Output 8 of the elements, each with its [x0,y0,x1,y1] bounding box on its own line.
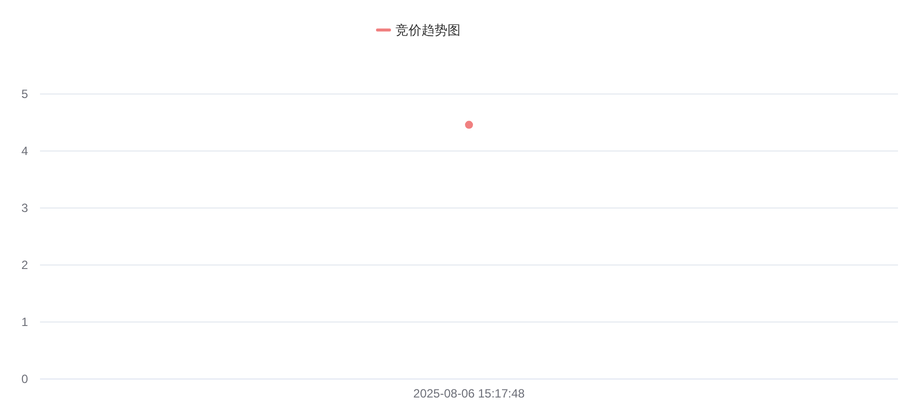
y-tick-label: 5 [21,86,28,101]
x-tick-label: 2025-08-06 15:17:48 [413,386,526,401]
legend-label: 竞价趋势图 [396,24,460,39]
y-tick-label: 3 [21,200,28,215]
y-tick-label: 0 [21,372,28,386]
y-tick-label: 1 [21,314,28,329]
y-tick-label: 4 [21,144,28,158]
y-tick-label: 2 [21,258,28,272]
